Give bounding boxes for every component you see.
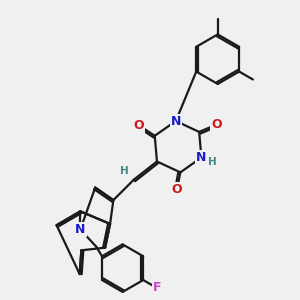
Text: H: H [208,157,216,166]
Text: H: H [120,167,129,176]
Text: O: O [134,119,144,132]
Text: N: N [196,151,207,164]
Text: O: O [172,183,182,196]
Text: N: N [75,223,85,236]
Text: F: F [153,281,161,295]
Text: N: N [171,115,181,128]
Text: O: O [211,118,222,131]
